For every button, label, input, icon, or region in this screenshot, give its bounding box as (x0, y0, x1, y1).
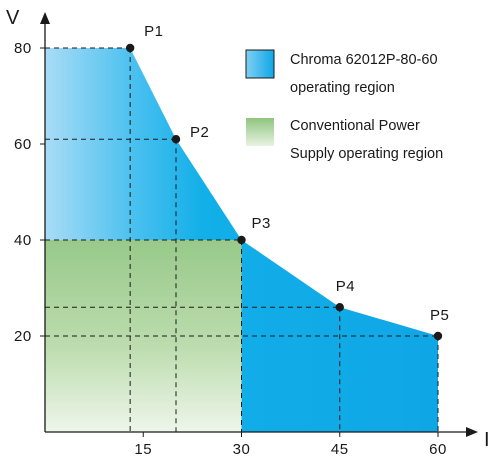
point-p3-label: P3 (252, 215, 271, 232)
point-p4-label: P4 (336, 278, 355, 295)
x-tick-label: 30 (233, 441, 251, 456)
x-tick-label: 60 (429, 441, 447, 456)
point-p4-marker (335, 303, 344, 312)
legend-swatch-conventional (246, 118, 274, 146)
tick-labels: 20 40 60 80 15 30 45 60 (14, 40, 447, 456)
x-axis-label: I (484, 429, 490, 451)
y-tick-label: 40 (14, 232, 32, 249)
y-axis-arrow (40, 12, 50, 24)
dashed-guides (45, 47, 439, 432)
x-axis-arrow (466, 427, 478, 437)
point-p2-marker (171, 135, 181, 144)
point-p1-label: P1 (144, 23, 163, 40)
legend-chroma-line2: operating region (290, 80, 395, 96)
y-axis-label: V (6, 7, 20, 29)
point-p2-label: P2 (190, 124, 209, 141)
axes (40, 12, 478, 437)
y-tick-label: 20 (14, 328, 32, 345)
x-tick-label: 45 (331, 441, 349, 456)
legend-conventional-line1: Conventional Power (290, 118, 420, 134)
legend-chroma-line1: Chroma 62012P-80-60 (290, 52, 438, 68)
point-p1-marker (125, 43, 135, 53)
legend-conventional-line2: Supply operating region (290, 146, 443, 162)
conventional-operating-region (45, 240, 242, 432)
legend: Chroma 62012P-80-60 operating region Con… (245, 49, 443, 162)
point-p5-label: P5 (430, 307, 449, 324)
x-tick-label: 15 (134, 441, 152, 456)
point-p3-marker (237, 235, 246, 245)
y-tick-label: 60 (14, 136, 32, 153)
y-tick-label: 80 (14, 40, 32, 57)
legend-swatch-chroma (245, 49, 275, 79)
operating-points: P1 P2 P3 P4 P5 (125, 23, 449, 341)
point-p5-marker (433, 331, 443, 341)
